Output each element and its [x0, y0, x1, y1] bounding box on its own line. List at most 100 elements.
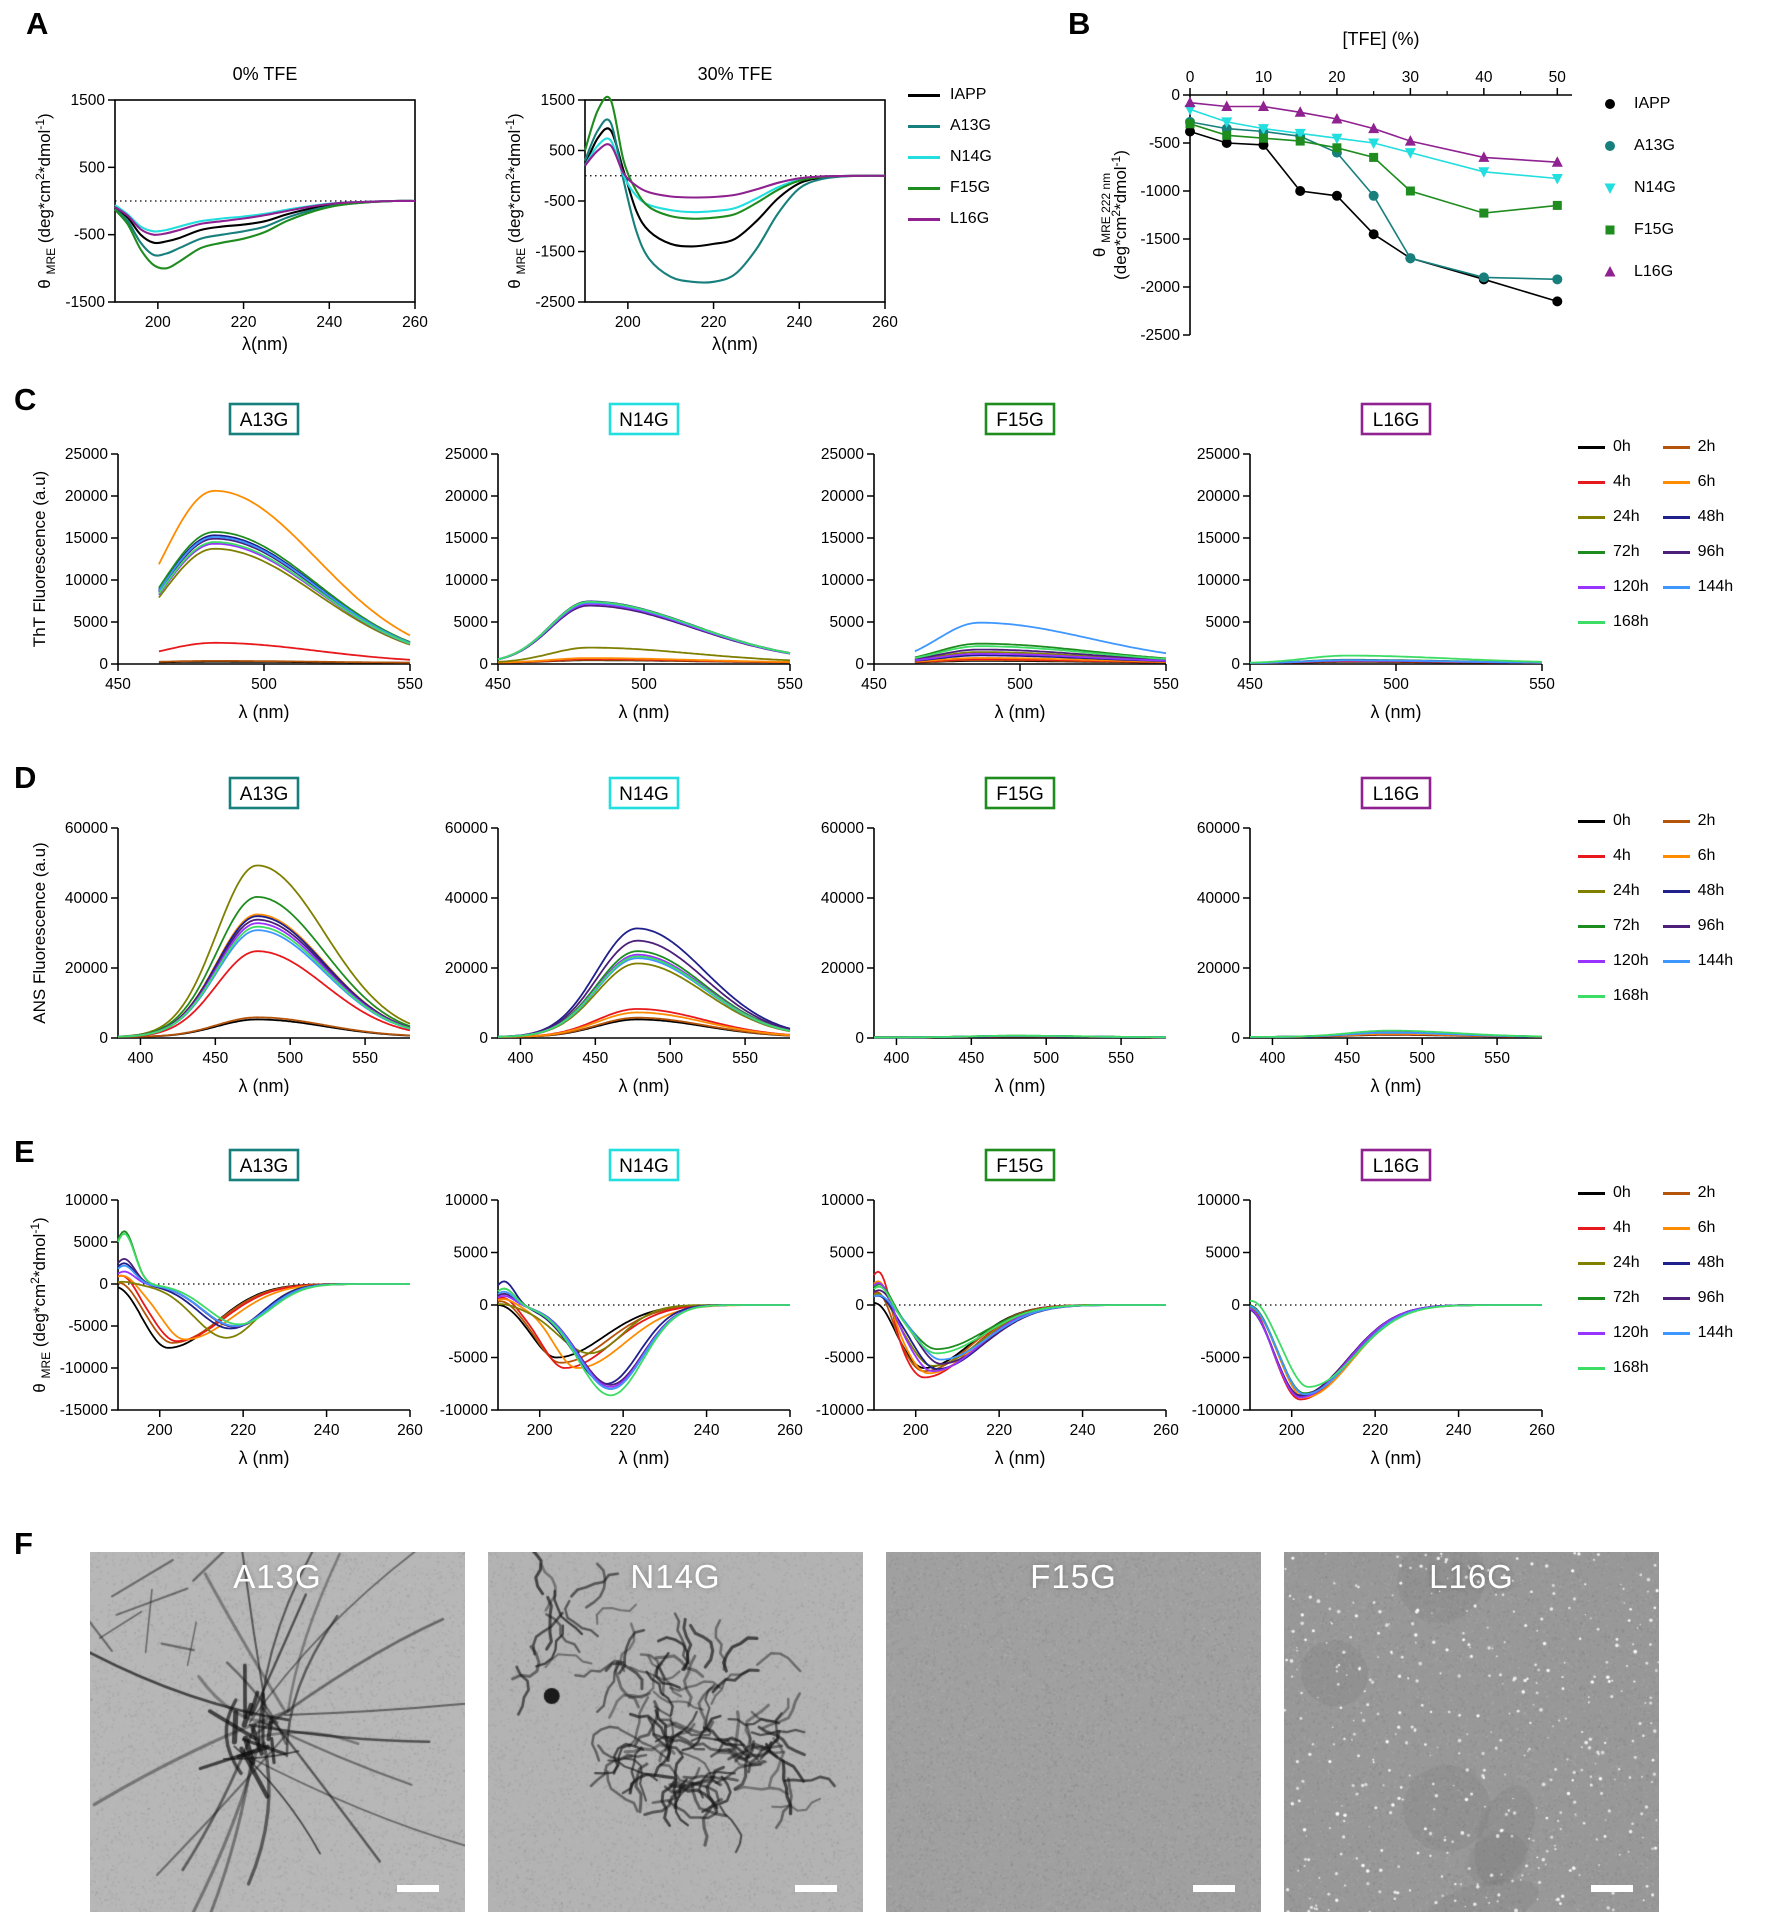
- series-48h: [118, 915, 411, 1038]
- y-tick-label: 0: [1231, 656, 1240, 673]
- data-marker: [1478, 272, 1489, 283]
- y-tick-label: 60000: [821, 820, 864, 837]
- legend-entry-96h: 96h: [1662, 917, 1734, 935]
- plot-frame: [873, 454, 1166, 665]
- variant-title-box: [228, 1148, 300, 1182]
- data-marker: [1478, 151, 1490, 162]
- y-axis-label: θ MRE (deg*cm2*dmol-1): [30, 1217, 53, 1392]
- legend-label: 0h: [1613, 438, 1631, 455]
- x-tick-label: 220: [1362, 1422, 1388, 1439]
- data-marker: [1257, 124, 1269, 135]
- y-tick-label: -500: [1149, 135, 1180, 152]
- legend-label: 48h: [1697, 1254, 1725, 1271]
- chart-cd-a13g: 200 220 240 260 -15000 -10000 -5000 0 5000 10000 A…: [28, 1144, 424, 1481]
- y-tick-label: 5000: [74, 1234, 109, 1251]
- x-tick-label: 10: [1255, 69, 1273, 86]
- y-axis-label: (deg*cm2*dmol-1): [1109, 150, 1130, 280]
- plot-frame: [873, 828, 1166, 1039]
- data-marker: [1604, 183, 1616, 194]
- series-96h: [497, 1292, 790, 1386]
- scale-bar: [397, 1885, 439, 1892]
- chart-svg-cd30: 200 220 240 260 -2500 -1500 -500 500 1500 30% TFE…: [503, 64, 898, 354]
- tem-image-n14g: N14G: [488, 1552, 863, 1912]
- chart-svg-ans_l16g: 400 450 500 550 0 20000 40000 60000 L16G λ (nm): [1197, 776, 1543, 1096]
- series-168h: [158, 541, 411, 645]
- y-tick-label: 20000: [445, 960, 488, 977]
- data-marker: [1185, 126, 1195, 137]
- series-144h: [497, 1290, 790, 1390]
- legend-label: 24h: [1613, 508, 1640, 525]
- x-tick-label: 550: [1153, 676, 1179, 693]
- series-168h: [497, 1287, 790, 1397]
- x-tick-label: 400: [884, 1050, 910, 1067]
- x-tick-label: 260: [872, 314, 898, 331]
- legend-label: N14G: [950, 148, 992, 165]
- legend-label: 48h: [1697, 508, 1725, 525]
- y-tick-label: 10000: [445, 572, 488, 589]
- legend-entry-72h: 72h: [1578, 917, 1649, 935]
- y-tick-label: -2500: [1140, 327, 1180, 344]
- tem-micrograph-a13g: [90, 1552, 465, 1912]
- legend-swatch: [1662, 889, 1690, 893]
- legend-label: 6h: [1697, 847, 1716, 864]
- y-tick-label: -5000: [1200, 1350, 1240, 1367]
- scale-bar: [1193, 1885, 1235, 1892]
- legend-label: 144h: [1697, 952, 1734, 969]
- panel-label-b: B: [1068, 6, 1091, 41]
- variant-title-box: [1360, 1148, 1432, 1182]
- chart-cd-f15g: 200 220 240 260 -10000 -5000 0 5000 10000 F15G λ (…: [786, 1144, 1180, 1481]
- legend-label: F15G: [950, 179, 991, 196]
- y-tick-label: 40000: [65, 890, 108, 907]
- legend-swatch: [908, 124, 940, 128]
- y-tick-label: -10000: [816, 1402, 865, 1419]
- series-72h: [117, 896, 411, 1038]
- legend-swatch: [1578, 620, 1605, 624]
- data-marker: [1368, 190, 1379, 201]
- x-tick-label: 240: [786, 314, 812, 331]
- series-168h: [117, 1232, 410, 1326]
- variant-title-box: [608, 402, 680, 436]
- legend-label: A13G: [1634, 137, 1675, 154]
- y-tick-label: 0: [99, 656, 108, 673]
- variant-title: N14G: [619, 1156, 669, 1177]
- legend-swatch: [1662, 480, 1690, 484]
- legend-entry-6h: 6h: [1662, 473, 1734, 491]
- data-marker: [1222, 130, 1232, 140]
- variant-title-box: [608, 776, 680, 810]
- legend-label: 120h: [1613, 578, 1649, 595]
- x-tick-label: 500: [631, 676, 657, 693]
- y-tick-label: -2000: [1140, 279, 1180, 296]
- chart-svg-cd0: 200 220 240 260 -1500 -500 500 1500 0% TFE λ(nm) θ…: [33, 64, 428, 354]
- legend-entry-0h: 0h: [1578, 812, 1649, 830]
- legend-swatch: [1662, 550, 1690, 554]
- legend-swatch: [1578, 819, 1605, 823]
- variant-title-box: [1360, 402, 1432, 436]
- time-legend: 0h 4h 24h 72h 120h 168h 2h 6h 48h 96h 144h: [1578, 812, 1733, 1022]
- legend-swatch: [1578, 1366, 1605, 1370]
- x-axis-label: λ (nm): [1371, 1448, 1422, 1468]
- y-axis-label: θ MRE (deg*cm2*dmol-1): [35, 113, 58, 288]
- y-tick-label: 0: [479, 656, 488, 673]
- plot-frame: [1249, 828, 1542, 1039]
- chart-svg-ans_n14g: 400 450 500 550 0 20000 40000 60000 N14G λ (nm): [445, 776, 791, 1096]
- legend-label: 48h: [1697, 882, 1725, 899]
- chart-tht-f15g: 450 500 550 0 5000 10000 15000 20000 25000 F15G λ …: [786, 398, 1180, 735]
- series-168h: [914, 645, 1167, 660]
- y-tick-label: 15000: [65, 530, 108, 547]
- series-144h: [158, 536, 411, 644]
- variant-title-box: [608, 1148, 680, 1182]
- x-tick-label: 200: [1279, 1422, 1305, 1439]
- tem-label-n14g: N14G: [630, 1558, 721, 1595]
- legend-marker-L16G: [1604, 266, 1616, 277]
- legend-label: 2h: [1697, 812, 1716, 829]
- legend-label: 24h: [1613, 1254, 1640, 1271]
- x-tick-label: 450: [1334, 1050, 1360, 1067]
- x-axis-label: λ (nm): [1371, 1076, 1422, 1096]
- x-tick-label: 500: [251, 676, 277, 693]
- time-legend-column: 2h 6h 48h 96h 144h: [1662, 1184, 1733, 1394]
- y-tick-label: 20000: [1197, 960, 1240, 977]
- legend-swatch: [1662, 1296, 1690, 1300]
- plot-frame: [584, 99, 886, 303]
- legend-swatch: [1578, 994, 1605, 998]
- legend-label: 144h: [1697, 578, 1734, 595]
